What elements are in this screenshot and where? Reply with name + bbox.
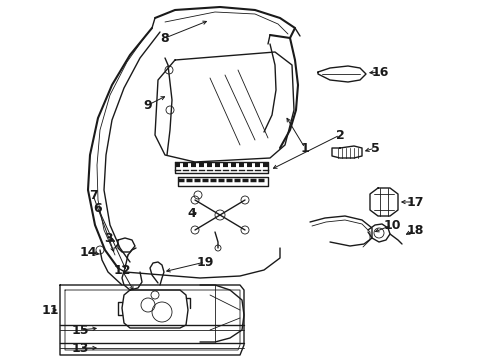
Text: 15: 15: [71, 324, 89, 337]
Text: 17: 17: [406, 195, 424, 208]
Text: 16: 16: [371, 66, 389, 78]
Text: 14: 14: [79, 246, 97, 258]
Text: 19: 19: [196, 256, 214, 269]
Text: 3: 3: [104, 231, 112, 244]
Text: 2: 2: [336, 129, 344, 141]
Text: 7: 7: [89, 189, 98, 202]
Text: 1: 1: [301, 141, 309, 154]
Text: 13: 13: [72, 342, 89, 355]
Text: 10: 10: [383, 219, 401, 231]
Text: 4: 4: [188, 207, 196, 220]
Text: 11: 11: [41, 303, 59, 316]
Text: 9: 9: [144, 99, 152, 112]
Text: 8: 8: [161, 32, 170, 45]
Text: 6: 6: [94, 202, 102, 215]
Text: 12: 12: [113, 264, 131, 276]
Text: 5: 5: [370, 141, 379, 154]
Text: 18: 18: [406, 224, 424, 237]
